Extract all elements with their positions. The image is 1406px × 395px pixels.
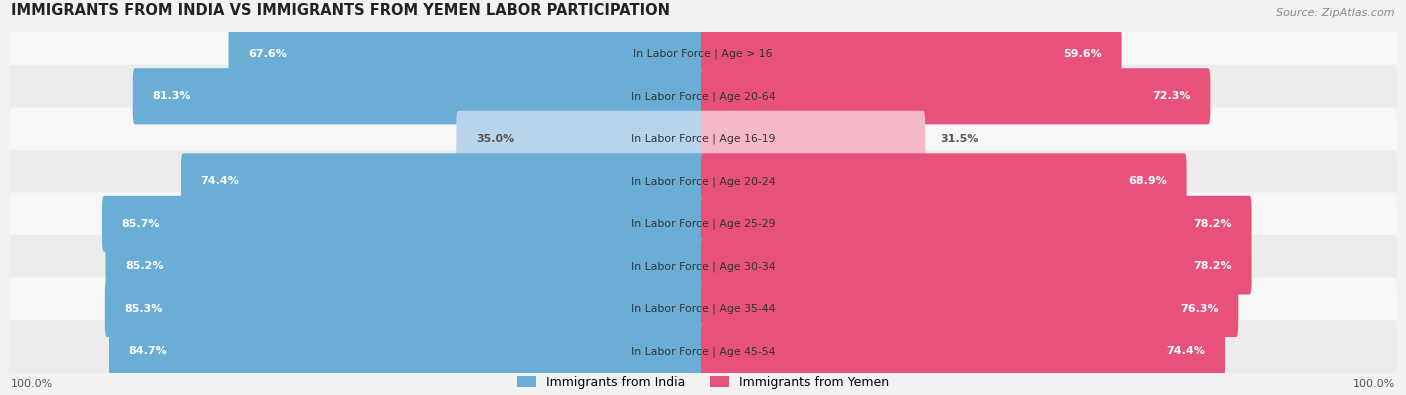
Text: IMMIGRANTS FROM INDIA VS IMMIGRANTS FROM YEMEN LABOR PARTICIPATION: IMMIGRANTS FROM INDIA VS IMMIGRANTS FROM… bbox=[11, 3, 671, 18]
Text: 68.9%: 68.9% bbox=[1128, 176, 1167, 186]
FancyBboxPatch shape bbox=[105, 238, 704, 295]
FancyBboxPatch shape bbox=[8, 235, 1398, 298]
Text: Source: ZipAtlas.com: Source: ZipAtlas.com bbox=[1277, 8, 1395, 18]
Text: 100.0%: 100.0% bbox=[11, 379, 53, 389]
Text: 100.0%: 100.0% bbox=[1353, 379, 1395, 389]
Text: 74.4%: 74.4% bbox=[1167, 346, 1205, 356]
FancyBboxPatch shape bbox=[702, 26, 1122, 82]
Text: 78.2%: 78.2% bbox=[1194, 219, 1232, 229]
FancyBboxPatch shape bbox=[110, 324, 704, 380]
Text: In Labor Force | Age 45-54: In Labor Force | Age 45-54 bbox=[631, 346, 775, 357]
FancyBboxPatch shape bbox=[457, 111, 704, 167]
Text: In Labor Force | Age 35-44: In Labor Force | Age 35-44 bbox=[631, 304, 775, 314]
Text: 31.5%: 31.5% bbox=[941, 134, 979, 144]
FancyBboxPatch shape bbox=[8, 150, 1398, 213]
Text: 74.4%: 74.4% bbox=[201, 176, 239, 186]
FancyBboxPatch shape bbox=[8, 277, 1398, 340]
Text: 85.3%: 85.3% bbox=[124, 304, 163, 314]
Text: In Labor Force | Age 16-19: In Labor Force | Age 16-19 bbox=[631, 134, 775, 144]
FancyBboxPatch shape bbox=[702, 324, 1225, 380]
Text: 35.0%: 35.0% bbox=[475, 134, 515, 144]
Text: 67.6%: 67.6% bbox=[247, 49, 287, 59]
Text: 81.3%: 81.3% bbox=[152, 91, 191, 101]
Text: 59.6%: 59.6% bbox=[1063, 49, 1102, 59]
FancyBboxPatch shape bbox=[8, 22, 1398, 85]
Text: 84.7%: 84.7% bbox=[128, 346, 167, 356]
FancyBboxPatch shape bbox=[702, 281, 1239, 337]
FancyBboxPatch shape bbox=[702, 238, 1251, 295]
FancyBboxPatch shape bbox=[702, 153, 1187, 209]
Text: 85.7%: 85.7% bbox=[121, 219, 160, 229]
FancyBboxPatch shape bbox=[105, 281, 704, 337]
FancyBboxPatch shape bbox=[702, 68, 1211, 124]
Legend: Immigrants from India, Immigrants from Yemen: Immigrants from India, Immigrants from Y… bbox=[512, 371, 894, 394]
Text: 85.2%: 85.2% bbox=[125, 261, 163, 271]
Text: In Labor Force | Age 20-64: In Labor Force | Age 20-64 bbox=[631, 91, 775, 102]
Text: 72.3%: 72.3% bbox=[1153, 91, 1191, 101]
FancyBboxPatch shape bbox=[8, 107, 1398, 170]
Text: In Labor Force | Age 30-34: In Labor Force | Age 30-34 bbox=[631, 261, 775, 272]
FancyBboxPatch shape bbox=[229, 26, 704, 82]
Text: In Labor Force | Age 25-29: In Labor Force | Age 25-29 bbox=[631, 218, 775, 229]
Text: In Labor Force | Age > 16: In Labor Force | Age > 16 bbox=[633, 49, 773, 59]
FancyBboxPatch shape bbox=[8, 320, 1398, 383]
FancyBboxPatch shape bbox=[702, 196, 1251, 252]
FancyBboxPatch shape bbox=[132, 68, 704, 124]
FancyBboxPatch shape bbox=[702, 111, 925, 167]
Text: 78.2%: 78.2% bbox=[1194, 261, 1232, 271]
FancyBboxPatch shape bbox=[8, 192, 1398, 255]
FancyBboxPatch shape bbox=[181, 153, 704, 209]
Text: In Labor Force | Age 20-24: In Labor Force | Age 20-24 bbox=[631, 176, 775, 186]
FancyBboxPatch shape bbox=[103, 196, 704, 252]
FancyBboxPatch shape bbox=[8, 65, 1398, 128]
Text: 76.3%: 76.3% bbox=[1180, 304, 1219, 314]
